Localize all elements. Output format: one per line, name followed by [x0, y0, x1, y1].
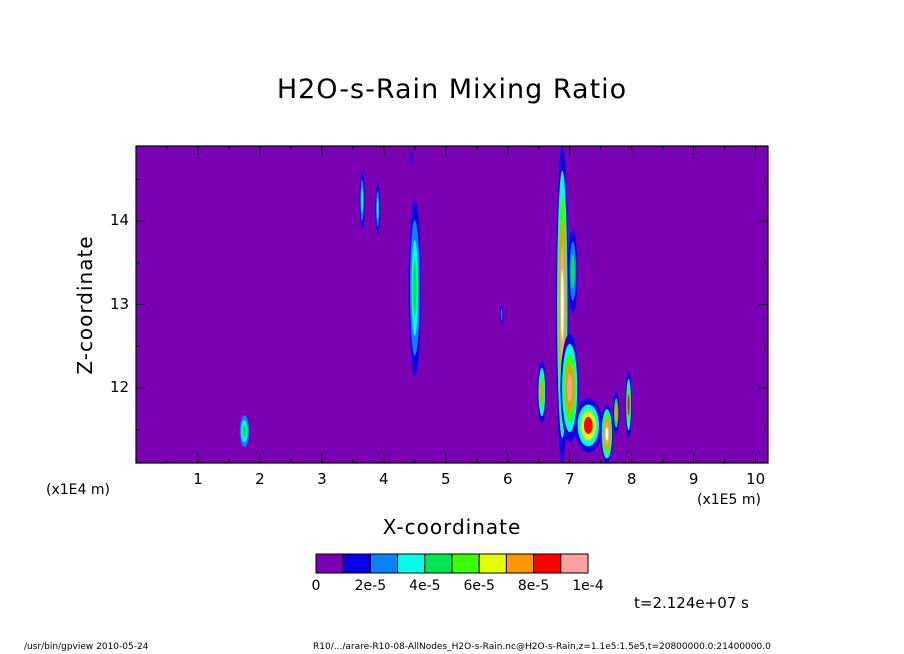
- colorbar-swatch: [505, 553, 535, 574]
- x-tick-label: 9: [688, 470, 699, 488]
- colorbar-swatch: [369, 553, 399, 574]
- colorbar-label: 6e-5: [463, 578, 495, 594]
- x-tick-label: 4: [379, 470, 389, 488]
- x-tick-label: 6: [502, 470, 513, 488]
- contour-blob-8-level-9: [567, 373, 573, 402]
- footer-right: R10/.../arare-R10-08-AllNodes_H2O-s-Rain…: [313, 642, 771, 652]
- contour-blob-3-level-4: [412, 259, 417, 316]
- contour-blob-0-level-4: [242, 424, 247, 438]
- colorbar: [315, 553, 589, 574]
- y-tick-label: 12: [110, 377, 130, 396]
- contour-blob-6-level-7: [540, 382, 544, 403]
- colorbar-swatch: [478, 553, 507, 574]
- colorbar-swatch: [424, 553, 453, 574]
- contour-blob-2-level-3: [376, 197, 379, 220]
- x-tick-label: 1: [193, 470, 203, 488]
- x-tick-label: 5: [441, 470, 451, 488]
- x-tick-label: 8: [626, 470, 637, 488]
- field-background: [136, 146, 768, 463]
- contour-blob-9-level-4: [570, 253, 575, 289]
- contour-blob-5-level-2: [500, 308, 503, 321]
- x-tick-label: 10: [746, 470, 766, 488]
- colorbar-swatch: [451, 553, 480, 574]
- colorbar-swatch: [342, 553, 371, 574]
- contour-blob-7-level-10: [560, 269, 564, 340]
- x-tick-label: 3: [317, 470, 327, 488]
- x-scale-note-left: (x1E4 m): [46, 482, 110, 498]
- colorbar-swatch: [315, 553, 344, 574]
- y-axis-label: Z-coordinate: [73, 235, 97, 375]
- footer-left: /usr/bin/gpview 2010-05-24: [24, 642, 149, 652]
- time-label: t=2.124e+07 s: [634, 594, 749, 612]
- contour-blob-4-level-1: [410, 152, 413, 165]
- x-tick-label: 7: [564, 470, 575, 488]
- contour-blob-11-level-10: [605, 427, 609, 441]
- contour-blob-1-level-3: [361, 188, 364, 213]
- chart-title: H2O-s-Rain Mixing Ratio: [276, 74, 628, 105]
- x-tick-label: 2: [255, 470, 265, 488]
- x-axis-label: X-coordinate: [382, 515, 522, 539]
- x-scale-note-right: (x1E5 m): [697, 492, 761, 508]
- contour-blob-10-level-8: [583, 416, 593, 435]
- colorbar-swatch: [533, 553, 562, 574]
- colorbar-label: 4e-5: [409, 578, 441, 594]
- y-tick-label: 14: [110, 211, 130, 230]
- contour-blob-12-level-8: [627, 393, 630, 416]
- colorbar-swatch: [560, 553, 589, 574]
- colorbar-swatch: [397, 553, 426, 574]
- contour-blob-13-level-7: [614, 404, 618, 422]
- colorbar-label: 1e-4: [572, 578, 604, 594]
- colorbar-label: 0: [311, 578, 321, 594]
- colorbar-label: 8e-5: [517, 578, 550, 594]
- y-tick-label: 13: [110, 294, 130, 313]
- colorbar-label: 2e-5: [354, 578, 387, 594]
